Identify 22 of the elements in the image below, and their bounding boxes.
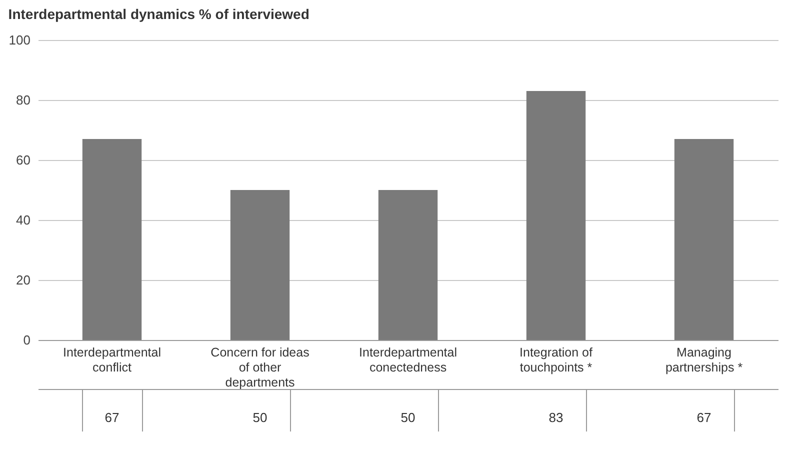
y-tick-label: 40 [16, 212, 30, 228]
bar [378, 190, 438, 340]
data-label: 50 [400, 410, 416, 425]
data-label: 67 [104, 410, 120, 425]
y-tick-label: 60 [16, 152, 30, 168]
bar [230, 190, 290, 340]
data-label: 50 [252, 410, 268, 425]
y-tick-label: 0 [23, 332, 30, 348]
bar [526, 91, 586, 340]
bar [674, 139, 734, 340]
data-label: 67 [696, 410, 712, 425]
chart-title: Interdepartmental dynamics % of interviewed [8, 6, 310, 22]
data-label: 83 [548, 410, 564, 425]
x-tick-label: Concern for ideas of other departments [210, 346, 310, 390]
bar [82, 139, 142, 340]
x-tick-label: Managing partnerships * [665, 346, 743, 374]
y-tick-label: 100 [8, 32, 30, 48]
x-tick-label: Interdepartmental conectedness [359, 346, 457, 374]
x-tick-label: Interdepartmental conflict [63, 346, 161, 374]
y-tick-label: 80 [16, 92, 30, 108]
x-tick-label: Integration of touchpoints * [520, 346, 594, 374]
y-tick-label: 20 [16, 272, 30, 288]
